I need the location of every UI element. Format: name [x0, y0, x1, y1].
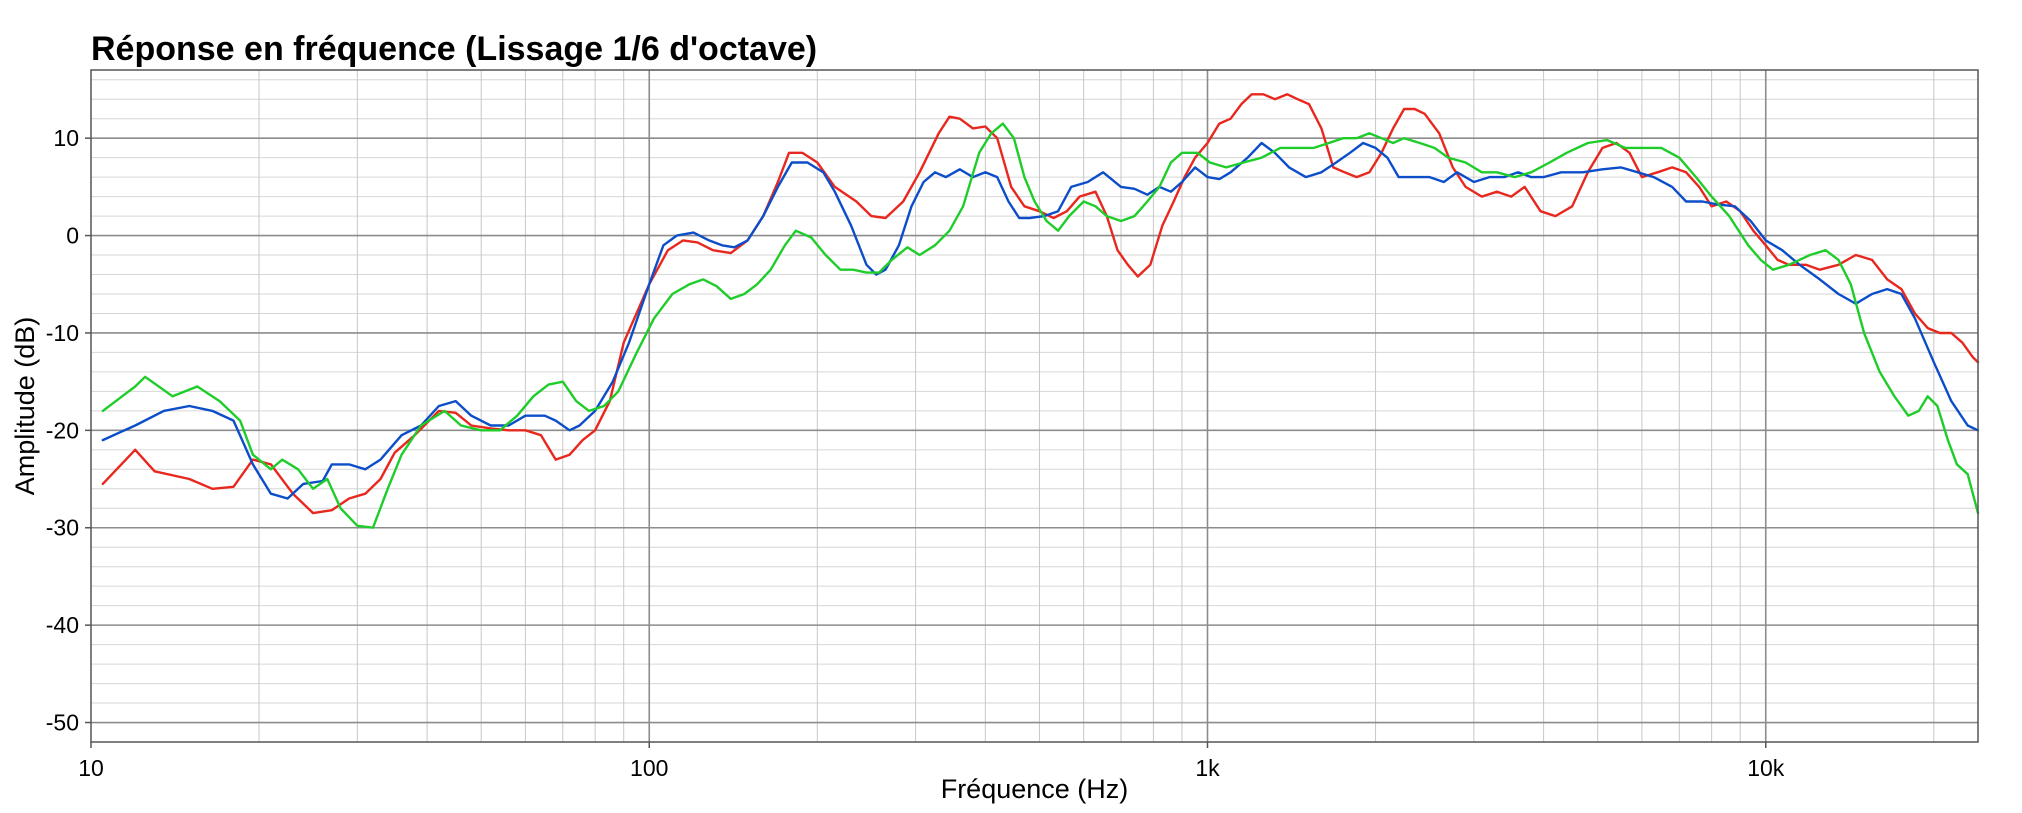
x-tick-label: 1k [1195, 755, 1220, 781]
y-tick-label: -20 [46, 417, 79, 443]
y-tick-label: -40 [46, 612, 79, 638]
x-tick-label: 10 [78, 755, 104, 781]
y-tick-label: 10 [53, 125, 79, 151]
y-tick-label: -50 [46, 710, 79, 736]
series-line-1 [101, 93, 1980, 515]
x-tick-label: 100 [630, 755, 668, 781]
y-tick-label: -30 [46, 515, 79, 541]
chart-title: Réponse en fréquence (Lissage 1/6 d'octa… [91, 30, 818, 68]
plot-area-frame [90, 69, 1979, 743]
y-tick-label: -10 [46, 320, 79, 346]
x-tick-label: 10k [1747, 755, 1785, 781]
y-tick-label: 0 [66, 223, 79, 249]
series-line-3 [101, 122, 1980, 529]
x-axis-label: Fréquence (Hz) [941, 774, 1129, 804]
y-axis-label: Amplitude (dB) [10, 317, 40, 496]
series-line-2 [101, 141, 1980, 500]
